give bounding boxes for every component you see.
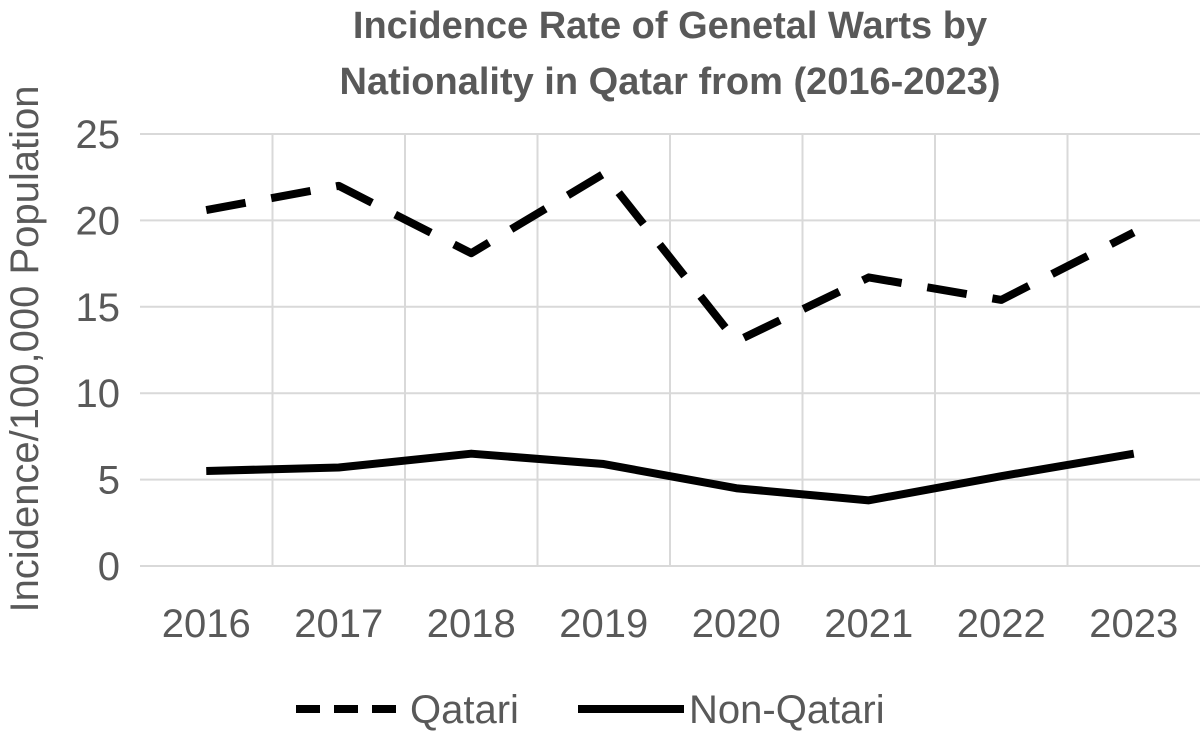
legend: Qatari Non-Qatari xyxy=(296,688,885,732)
x-tick-label: 2016 xyxy=(162,602,251,646)
x-axis-ticks: 2016 2017 2018 2019 2020 2021 2022 2023 xyxy=(162,602,1178,646)
y-tick-label: 5 xyxy=(98,459,120,503)
series-line-qatari xyxy=(205,169,1136,346)
x-tick-label: 2019 xyxy=(559,602,648,646)
y-axis-ticks: 0 5 10 15 20 25 xyxy=(76,113,121,589)
y-tick-label: 0 xyxy=(98,545,120,589)
x-tick-label: 2021 xyxy=(824,602,913,646)
y-tick-label: 10 xyxy=(76,372,121,416)
chart-title-line-2: Nationality in Qatar from (2016-2023) xyxy=(340,61,1001,103)
y-tick-label: 25 xyxy=(76,113,121,157)
x-tick-label: 2018 xyxy=(427,602,516,646)
x-tick-label: 2022 xyxy=(957,602,1046,646)
x-tick-label: 2017 xyxy=(294,602,383,646)
y-axis-label: Incidence/100,000 Population xyxy=(3,85,47,612)
series-lines xyxy=(205,169,1136,505)
y-tick-label: 20 xyxy=(76,199,121,243)
legend-label-qatari: Qatari xyxy=(410,688,519,732)
series-line-non-qatari xyxy=(206,449,1135,505)
legend-label-non-qatari: Non-Qatari xyxy=(689,688,885,732)
gridlines xyxy=(140,133,1200,567)
y-tick-label: 15 xyxy=(76,286,121,330)
chart-title-line-1: Incidence Rate of Genetal Warts by xyxy=(353,5,987,47)
x-tick-label: 2020 xyxy=(692,602,781,646)
x-tick-label: 2023 xyxy=(1089,602,1178,646)
